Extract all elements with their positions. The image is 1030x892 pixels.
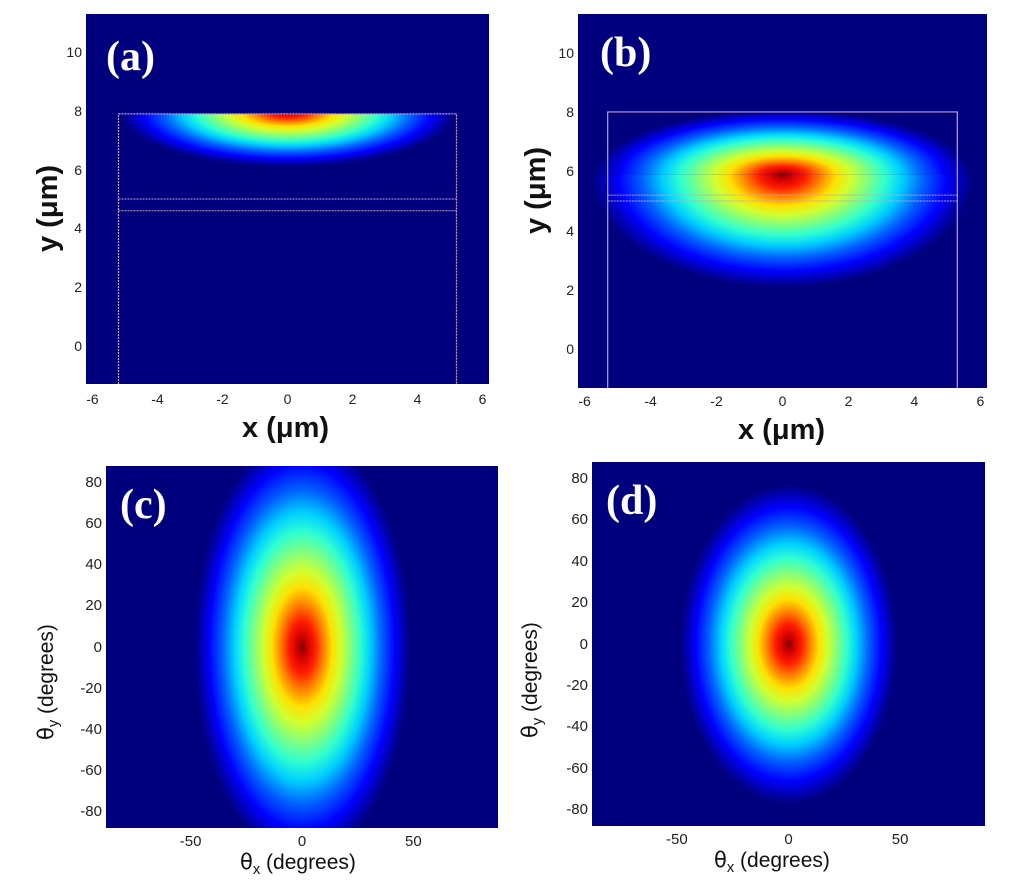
panel-label-b: (b) — [600, 30, 652, 76]
y-tick-label: 20 — [85, 597, 102, 615]
waveguide-outline — [607, 111, 958, 388]
x-tick-label: 0 — [283, 391, 292, 407]
y-tick-label: -60 — [566, 759, 588, 777]
mode-field-b-lower — [591, 174, 974, 288]
x-tick-label: 2 — [348, 391, 357, 407]
y-tick-label: 60 — [85, 515, 102, 533]
heatmap-d: (d) — [592, 462, 985, 826]
mode-field-a — [120, 113, 455, 167]
x-tick-label: 0 — [778, 393, 787, 409]
y-tick-label: 10 — [558, 44, 574, 61]
y-tick-label: 80 — [571, 470, 588, 488]
y-tick-label: 80 — [85, 473, 102, 491]
y-tick-label: 4 — [566, 222, 574, 239]
heatmap-b: (b) — [578, 14, 987, 388]
x-tick-label: -2 — [216, 391, 229, 407]
y-tick-label: -80 — [566, 800, 588, 818]
y-tick-label: 4 — [74, 220, 82, 237]
y-tick-label: -40 — [80, 720, 102, 738]
heatmap-c: (c) — [106, 466, 498, 828]
y-tick-label: 8 — [74, 102, 82, 119]
far-field-d — [680, 484, 897, 804]
heatmap-a: (a) — [86, 14, 489, 384]
x-axis-label-a: x (μm) — [242, 412, 330, 444]
y-tick-label: 40 — [571, 552, 588, 570]
y-tick-label: -80 — [80, 803, 102, 821]
x-tick-label: -2 — [710, 393, 723, 409]
y-tick-label: -20 — [566, 676, 588, 694]
y-axis-label-d: θy (degrees) — [518, 622, 547, 738]
x-tick-label: -4 — [151, 391, 164, 407]
x-tick-label: -6 — [578, 393, 591, 409]
y-tick-label: 60 — [571, 511, 588, 529]
y-tick-label: 6 — [74, 161, 82, 178]
y-tick-label: -40 — [566, 718, 588, 736]
x-tick-label: 0 — [784, 831, 793, 848]
y-axis-label-a: y (μm) — [32, 164, 64, 252]
y-tick-label: 0 — [579, 635, 588, 653]
heatmap-d-svg — [680, 484, 897, 804]
heatmap-b-svg — [591, 110, 974, 388]
y-tick-label: 2 — [566, 282, 574, 299]
y-axis-label-b: y (μm) — [520, 146, 552, 234]
y-tick-label: 0 — [566, 341, 574, 358]
y-tick-label: 8 — [566, 103, 574, 120]
y-tick-label: 2 — [74, 279, 82, 296]
x-tick-label: 2 — [844, 393, 853, 409]
x-axis-label-d: θx (degrees) — [714, 848, 830, 877]
x-tick-label: 50 — [891, 831, 909, 848]
y-tick-label: 0 — [93, 638, 102, 656]
x-axis-label-c: θx (degrees) — [240, 850, 356, 879]
y-tick-label: 0 — [74, 337, 82, 354]
y-tick-label: -20 — [80, 679, 102, 697]
heatmap-c-svg — [194, 466, 410, 828]
y-tick-label: 6 — [566, 163, 574, 180]
heatmap-a-svg — [117, 113, 458, 384]
panel-label-c: (c) — [120, 482, 167, 528]
y-axis-label-c: θy (degrees) — [34, 624, 63, 740]
y-tick-label: -60 — [80, 761, 102, 779]
panel-label-d: (d) — [606, 478, 658, 524]
x-tick-label: -6 — [86, 391, 99, 407]
x-tick-label: -50 — [179, 833, 202, 850]
far-field-c — [194, 466, 410, 828]
x-tick-label: 6 — [478, 391, 487, 407]
panel-label-a: (a) — [106, 34, 155, 80]
waveguide-outline — [117, 113, 458, 384]
x-tick-label: 0 — [297, 833, 307, 850]
x-tick-label: -50 — [666, 831, 688, 848]
x-tick-label: 50 — [405, 833, 422, 850]
y-tick-label: 10 — [66, 44, 82, 61]
y-tick-label: 20 — [571, 594, 588, 612]
x-axis-label-b: x (μm) — [738, 414, 826, 446]
x-tick-label: 4 — [413, 391, 422, 407]
x-tick-label: -4 — [644, 393, 657, 409]
y-tick-label: 40 — [85, 556, 102, 574]
x-tick-label: 4 — [910, 393, 919, 409]
mode-field-b-upper — [595, 110, 970, 175]
x-tick-label: 6 — [976, 393, 985, 409]
